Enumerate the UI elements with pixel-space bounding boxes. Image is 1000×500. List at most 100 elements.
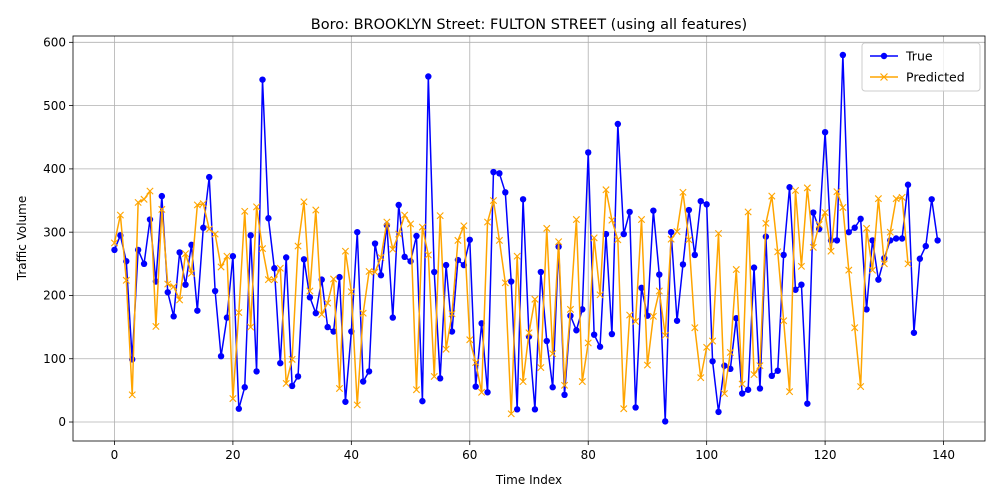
data-point-true bbox=[312, 309, 320, 317]
data-point-predicted bbox=[247, 323, 255, 331]
data-point-predicted bbox=[572, 215, 580, 224]
data-point-predicted bbox=[460, 222, 468, 230]
data-point-predicted bbox=[377, 253, 385, 262]
data-point-predicted bbox=[412, 386, 421, 394]
y-tick-label: 500 bbox=[43, 99, 66, 113]
legend-predicted-label: Predicted bbox=[906, 70, 965, 85]
grid bbox=[73, 36, 985, 441]
data-point-predicted bbox=[164, 280, 172, 288]
data-point-predicted bbox=[270, 276, 278, 284]
data-point-true bbox=[306, 294, 314, 301]
data-point-predicted bbox=[821, 208, 829, 217]
data-point-true bbox=[667, 228, 675, 236]
data-point-true bbox=[620, 230, 627, 238]
data-point-predicted bbox=[264, 276, 273, 284]
data-point-predicted bbox=[756, 362, 764, 370]
data-point-true bbox=[792, 286, 799, 293]
data-point-predicted bbox=[708, 337, 717, 345]
data-point-predicted bbox=[199, 200, 207, 208]
data-point-predicted bbox=[892, 195, 900, 203]
data-point-true bbox=[342, 398, 349, 405]
data-point-true bbox=[780, 251, 787, 259]
ticks: 0 20 40 60 80 100 120 140 0 100 200 300 400 500 600 bbox=[43, 36, 955, 462]
data-point-true bbox=[513, 406, 521, 413]
data-point-predicted bbox=[809, 243, 817, 251]
data-point-true bbox=[484, 389, 491, 396]
data-point-predicted bbox=[300, 198, 308, 206]
data-point-true bbox=[425, 73, 432, 80]
data-point-predicted bbox=[288, 355, 296, 363]
data-point-true bbox=[549, 384, 556, 391]
data-point-true bbox=[839, 51, 847, 59]
data-point-true bbox=[744, 386, 752, 393]
x-tick-label: 100 bbox=[695, 448, 718, 462]
data-point-true bbox=[359, 378, 367, 385]
data-point-true bbox=[904, 181, 912, 188]
data-point-predicted bbox=[359, 309, 367, 317]
data-point-predicted bbox=[478, 388, 486, 396]
data-point-true bbox=[857, 215, 864, 223]
data-point-predicted bbox=[329, 275, 338, 283]
data-point-true bbox=[602, 230, 610, 238]
x-tick-label: 40 bbox=[344, 448, 359, 462]
data-point-predicted bbox=[839, 203, 847, 212]
data-point-predicted bbox=[744, 208, 752, 216]
data-point-true bbox=[223, 314, 231, 321]
data-point-predicted bbox=[774, 248, 782, 256]
plot-frame bbox=[72, 35, 986, 442]
data-point-true bbox=[543, 337, 550, 345]
data-point-predicted bbox=[714, 229, 723, 238]
data-point-true bbox=[407, 258, 414, 265]
y-axis-label: Traffic Volume bbox=[15, 196, 29, 282]
chart-title: Boro: BROOKLYN Street: FULTON STREET (us… bbox=[311, 17, 747, 33]
data-point-true bbox=[194, 307, 201, 314]
data-point-true bbox=[685, 206, 693, 214]
data-point-predicted bbox=[620, 405, 628, 413]
data-point-true bbox=[282, 254, 290, 261]
data-point-predicted bbox=[424, 251, 432, 259]
y-tick-label: 400 bbox=[43, 162, 66, 176]
data-point-true bbox=[916, 255, 924, 262]
data-point-true bbox=[821, 128, 829, 136]
data-point-predicted bbox=[395, 230, 403, 238]
data-point-predicted bbox=[578, 377, 586, 386]
data-point-predicted bbox=[655, 287, 663, 295]
data-point-predicted bbox=[614, 236, 622, 244]
data-point-true bbox=[537, 268, 545, 276]
data-point-true bbox=[585, 149, 592, 156]
data-point-true bbox=[330, 328, 337, 335]
data-point-predicted bbox=[780, 317, 788, 325]
data-point-true bbox=[715, 408, 722, 416]
data-point-true bbox=[158, 192, 166, 200]
data-point-predicted bbox=[691, 324, 699, 332]
data-point-true bbox=[241, 384, 248, 391]
data-point-true bbox=[288, 382, 296, 390]
data-point-predicted bbox=[122, 276, 130, 284]
data-point-predicted bbox=[596, 291, 604, 299]
data-point-predicted bbox=[785, 388, 794, 396]
data-point-true bbox=[377, 272, 385, 279]
data-point-predicted bbox=[738, 380, 746, 388]
data-point-true bbox=[626, 208, 633, 216]
data-point-true bbox=[259, 76, 266, 83]
data-point-true bbox=[371, 240, 379, 247]
data-point-true bbox=[691, 251, 699, 259]
data-point-true bbox=[111, 246, 118, 254]
data-point-true bbox=[721, 362, 728, 369]
data-point-predicted bbox=[566, 305, 575, 313]
data-point-predicted bbox=[324, 299, 332, 307]
legend-predicted-marker bbox=[880, 73, 888, 81]
data-point-true bbox=[650, 207, 657, 214]
data-point-true bbox=[336, 273, 343, 281]
y-tick-label: 300 bbox=[43, 225, 66, 239]
data-point-true bbox=[531, 406, 539, 413]
data-point-predicted bbox=[560, 381, 569, 389]
data-point-predicted bbox=[525, 329, 533, 337]
data-point-true bbox=[442, 261, 450, 269]
data-point-predicted bbox=[803, 184, 811, 192]
y-tick-label: 0 bbox=[58, 415, 66, 429]
data-point-predicted bbox=[187, 269, 196, 277]
data-point-true bbox=[431, 268, 438, 276]
data-point-true bbox=[833, 237, 841, 244]
data-point-true bbox=[472, 383, 479, 390]
